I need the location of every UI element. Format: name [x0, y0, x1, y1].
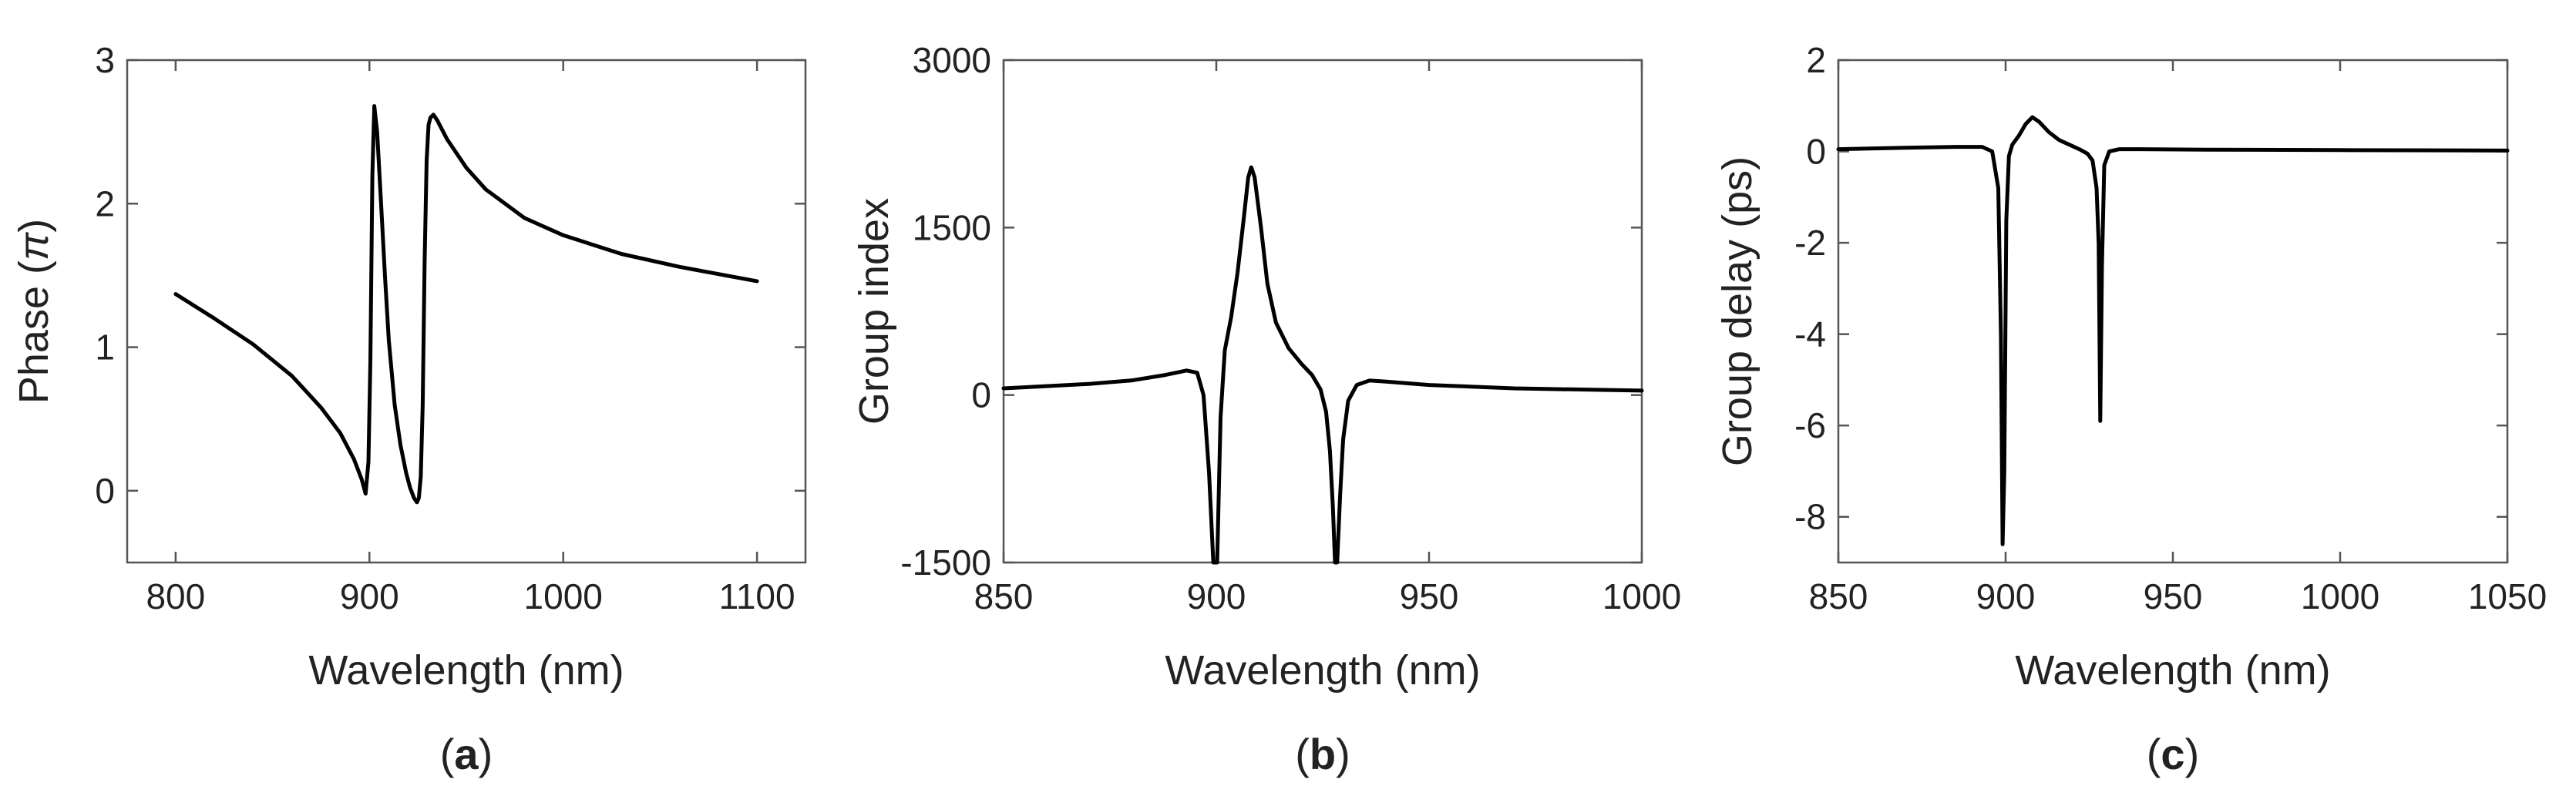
panel-a-x-tick-label: 800	[146, 576, 205, 616]
panel-c-label-letter: c	[2161, 730, 2184, 778]
panel-c-y-tick-label: -4	[1794, 314, 1826, 354]
panel-c-label: (c)	[2147, 730, 2199, 778]
panel-c-group-delay-curve	[1836, 115, 2510, 546]
panel-c-x-tick-label: 1000	[2301, 576, 2379, 616]
panel-a-x-tick-label: 900	[340, 576, 399, 616]
panel-a-y-axis-label-pi: π	[11, 232, 57, 260]
panel-a-label: (a)	[440, 730, 493, 778]
panel-b-label: (b)	[1295, 730, 1350, 778]
panel-b-y-tick-label: 0	[971, 375, 991, 415]
panel-a-plot-frame	[126, 59, 807, 564]
panel-a-y-tick-label: 3	[95, 40, 115, 80]
panel-a-phase-curve	[173, 104, 759, 505]
panel-a-y-tick-label: 0	[95, 471, 115, 511]
panel-a-y-axis-label: Phase (π)	[11, 219, 57, 404]
panel-c-x-tick-label: 850	[1809, 576, 1868, 616]
panel-c-y-tick-label: 2	[1806, 40, 1826, 80]
panel-a-x-tick-label: 1000	[524, 576, 603, 616]
panel-c-y-tick-label: -2	[1794, 223, 1826, 263]
panel-c-x-tick-label: 900	[1976, 576, 2036, 616]
panel-b-x-tick-label: 950	[1400, 576, 1459, 616]
panel-c-x-tick-label: 1050	[2468, 576, 2547, 616]
panel-a-y-axis-label-close: )	[11, 219, 57, 233]
panel-c-x-tick-label: 950	[2144, 576, 2203, 616]
panel-c-y-axis-label: Group delay (ps)	[1714, 156, 1760, 466]
panel-c-y-tick-label: 0	[1806, 132, 1826, 172]
panel-a-x-tick-label: 1100	[719, 576, 795, 616]
panel-b: 850 900 950 1000 -1500 0 1500 3000 Wavelength (…	[851, 40, 1681, 778]
panel-c-y-tick-label: -8	[1794, 497, 1826, 537]
panel-c-y-tick-label: -6	[1794, 405, 1826, 445]
panel-c-x-axis-label: Wavelength (nm)	[2015, 647, 2330, 694]
panel-b-y-tick-label: 1500	[913, 207, 991, 247]
panel-b-x-tick-label: 1000	[1602, 576, 1681, 616]
panel-b-x-tick-label: 850	[974, 576, 1034, 616]
panel-c-plot-frame	[1837, 59, 2509, 564]
panel-b-label-letter: b	[1310, 730, 1336, 778]
panel-a-y-tick-label: 2	[95, 183, 115, 223]
panel-b-plot-frame	[1002, 59, 1643, 564]
panel-a-y-axis-label-main: Phase (	[11, 260, 57, 404]
panel-c: 850 900 950 1000 1050 -8 -6 -4 -2 0 2 Wavelength (…	[1714, 40, 2547, 778]
panel-b-group-index-curve	[1001, 165, 1644, 565]
panel-b-x-axis-label: Wavelength (nm)	[1165, 647, 1480, 694]
panel-a: 800 900 1000 1100 0 1 2 3 Wavelength (nm) Phase…	[11, 40, 807, 778]
panel-a-x-axis-label: Wavelength (nm)	[308, 647, 624, 694]
panel-b-y-tick-label: 3000	[913, 40, 991, 80]
panel-b-x-tick-label: 900	[1187, 576, 1246, 616]
panel-a-label-letter: a	[454, 730, 479, 778]
panel-a-y-tick-label: 1	[95, 327, 115, 368]
panel-b-y-axis-label: Group index	[851, 198, 897, 425]
panel-b-y-tick-label: -1500	[900, 542, 991, 583]
